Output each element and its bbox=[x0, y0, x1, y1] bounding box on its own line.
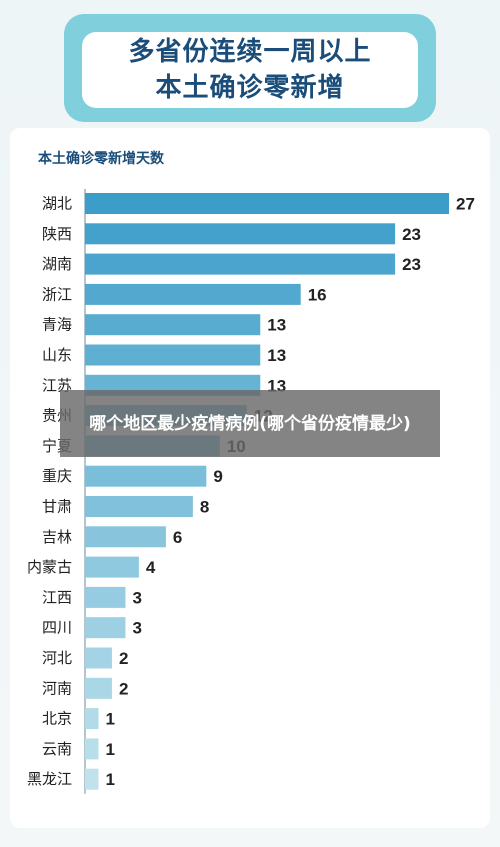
value-label-0: 27 bbox=[456, 195, 475, 214]
category-label-17: 北京 bbox=[42, 710, 72, 728]
value-label-17: 1 bbox=[105, 710, 114, 729]
bar-15 bbox=[85, 647, 112, 669]
category-label-19: 黑龙江 bbox=[27, 770, 72, 788]
bar-1 bbox=[85, 223, 396, 245]
category-label-16: 河南 bbox=[42, 679, 72, 697]
category-label-3: 浙江 bbox=[42, 285, 72, 303]
bar-3 bbox=[85, 283, 301, 305]
value-label-10: 8 bbox=[200, 498, 209, 517]
value-label-19: 1 bbox=[105, 770, 114, 789]
category-label-1: 陕西 bbox=[42, 225, 72, 243]
bar-4 bbox=[85, 314, 261, 336]
bar-5 bbox=[85, 344, 261, 366]
title-line-1: 多省份连续一周以上 bbox=[128, 37, 372, 67]
bar-14 bbox=[85, 617, 126, 639]
bar-16 bbox=[85, 677, 112, 699]
bar-2 bbox=[85, 253, 396, 275]
category-label-4: 青海 bbox=[42, 316, 72, 334]
bar-12 bbox=[85, 556, 139, 578]
category-label-13: 江西 bbox=[42, 588, 72, 606]
category-label-18: 云南 bbox=[42, 740, 72, 758]
value-label-15: 2 bbox=[119, 649, 128, 668]
category-label-9: 重庆 bbox=[42, 467, 72, 485]
category-label-6: 江苏 bbox=[42, 376, 72, 394]
bar-10 bbox=[85, 496, 193, 517]
bar-19 bbox=[85, 768, 99, 790]
title-card: 多省份连续一周以上 本土确诊零新增 bbox=[64, 14, 436, 122]
title-line-2: 本土确诊零新增 bbox=[155, 73, 345, 103]
category-label-10: 甘肃 bbox=[42, 498, 72, 516]
bar-9 bbox=[85, 465, 207, 487]
caption-overlay: 哪个地区最少疫情病例(哪个省份疫情最少) bbox=[60, 390, 440, 457]
category-label-2: 湖南 bbox=[42, 255, 72, 273]
value-label-18: 1 bbox=[105, 740, 114, 759]
category-label-12: 内蒙古 bbox=[27, 558, 72, 576]
category-label-14: 四川 bbox=[42, 619, 72, 637]
category-label-11: 吉林 bbox=[42, 528, 72, 546]
category-label-5: 山东 bbox=[42, 346, 72, 364]
value-label-11: 6 bbox=[173, 528, 182, 547]
chart-title: 本土确诊零新增天数 bbox=[38, 151, 164, 167]
category-label-0: 湖北 bbox=[42, 195, 72, 213]
bar-13 bbox=[85, 586, 126, 608]
title-inner: 多省份连续一周以上 本土确诊零新增 bbox=[82, 32, 418, 108]
bar-17 bbox=[85, 708, 99, 730]
value-label-9: 9 bbox=[213, 467, 222, 486]
value-label-13: 3 bbox=[132, 588, 141, 607]
value-label-16: 2 bbox=[119, 679, 128, 698]
value-label-1: 23 bbox=[402, 225, 421, 244]
value-label-5: 13 bbox=[267, 346, 286, 365]
value-label-2: 23 bbox=[402, 255, 421, 274]
value-label-14: 3 bbox=[132, 619, 141, 638]
value-label-4: 13 bbox=[267, 316, 286, 335]
value-label-3: 16 bbox=[308, 285, 327, 304]
bar-11 bbox=[85, 526, 166, 548]
bar-0 bbox=[85, 193, 449, 214]
bar-18 bbox=[85, 738, 99, 760]
category-label-15: 河北 bbox=[42, 649, 72, 667]
value-label-12: 4 bbox=[146, 558, 156, 577]
caption-text: 哪个地区最少疫情病例(哪个省份疫情最少) bbox=[89, 413, 411, 434]
